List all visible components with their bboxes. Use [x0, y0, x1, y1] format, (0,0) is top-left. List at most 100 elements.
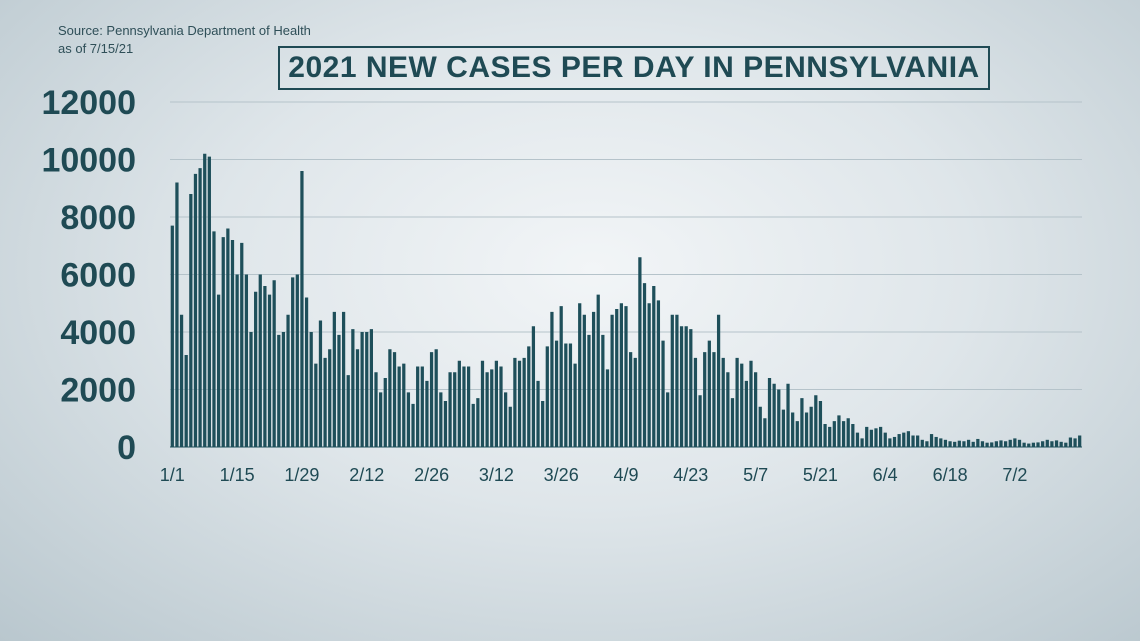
- y-tick-label: 12000: [41, 84, 136, 122]
- bar: [860, 438, 864, 448]
- bar: [573, 363, 577, 448]
- bar: [582, 314, 586, 447]
- bar: [675, 314, 679, 447]
- x-tick-label: 2/26: [414, 465, 449, 485]
- bar: [712, 352, 716, 448]
- bar: [258, 274, 262, 447]
- bar: [846, 418, 850, 447]
- bar: [212, 231, 216, 448]
- bar: [976, 438, 980, 447]
- bar: [596, 294, 600, 448]
- bar: [550, 311, 554, 448]
- bar: [170, 225, 174, 447]
- bar: [781, 409, 786, 448]
- x-tick-label: 1/29: [284, 465, 319, 485]
- bar: [980, 441, 985, 447]
- bar: [767, 378, 772, 447]
- bar: [1022, 442, 1026, 447]
- bar: [888, 438, 892, 448]
- bar: [291, 277, 295, 448]
- bar: [341, 311, 346, 448]
- bar: [744, 380, 748, 448]
- bar: [453, 372, 457, 447]
- x-tick-label: 5/7: [743, 465, 768, 485]
- bar: [480, 360, 485, 447]
- bar: [962, 441, 966, 447]
- bar: [318, 320, 323, 447]
- bar: [513, 357, 517, 448]
- bar: [240, 242, 244, 448]
- bar: [615, 309, 619, 447]
- bar: [855, 432, 860, 448]
- bar: [504, 392, 508, 448]
- y-tick-label: 0: [117, 429, 136, 467]
- bars: [170, 153, 1082, 448]
- bar: [179, 314, 184, 447]
- bar: [749, 360, 753, 447]
- bar: [999, 440, 1003, 447]
- bar: [411, 403, 415, 448]
- bar: [800, 398, 804, 448]
- bar: [610, 314, 614, 447]
- bar: [684, 326, 688, 447]
- bar: [517, 360, 522, 447]
- bar: [1059, 441, 1063, 447]
- bar: [629, 352, 633, 448]
- bar: [897, 434, 901, 447]
- y-tick-label: 8000: [60, 199, 136, 237]
- bar: [1050, 441, 1054, 447]
- bar: [652, 286, 656, 447]
- bar: [402, 363, 406, 448]
- bar: [1078, 435, 1082, 447]
- bar: [383, 378, 387, 447]
- bar: [693, 357, 698, 448]
- bar: [476, 398, 480, 448]
- x-axis-ticks: 1/1 1/15 1/29 2/12 2/26 3/12 3/26 4/9 4/23 5/7 5/2…: [160, 465, 1028, 485]
- bar: [642, 283, 647, 448]
- bar: [360, 332, 364, 447]
- bar: [703, 352, 707, 448]
- bar: [568, 343, 573, 447]
- bar: [735, 357, 739, 448]
- bar: [670, 314, 674, 447]
- bar: [707, 340, 711, 448]
- bar: [754, 372, 758, 447]
- bar: [925, 441, 929, 447]
- bar: [804, 412, 809, 447]
- x-tick-label: 7/2: [1002, 465, 1027, 485]
- x-tick-label: 6/4: [873, 465, 898, 485]
- bar: [314, 363, 318, 448]
- x-tick-label: 4/9: [613, 465, 638, 485]
- bar: [397, 366, 401, 447]
- bar: [184, 355, 188, 447]
- source-line: Source: Pennsylvania Department of Healt…: [58, 23, 311, 38]
- bar: [605, 369, 610, 448]
- bar: [1064, 442, 1068, 447]
- bar: [638, 257, 642, 447]
- bar: [462, 366, 466, 447]
- bar: [434, 349, 438, 447]
- bar: [175, 182, 179, 447]
- bar: [818, 401, 823, 447]
- bar: [485, 372, 489, 447]
- bar: [536, 380, 540, 448]
- bar: [740, 363, 744, 448]
- bar: [559, 306, 563, 448]
- bar: [272, 280, 276, 447]
- bar: [841, 421, 846, 448]
- x-tick-label: 5/21: [803, 465, 838, 485]
- bar: [916, 435, 920, 447]
- bar: [1073, 438, 1077, 448]
- bar: [355, 349, 360, 447]
- bar: [1036, 442, 1040, 447]
- x-tick-label: 3/12: [479, 465, 514, 485]
- bar: [879, 426, 883, 448]
- bar: [902, 432, 906, 448]
- bar: [874, 428, 878, 447]
- bar: [545, 346, 549, 448]
- bar: [716, 314, 721, 447]
- bar: [730, 398, 735, 448]
- bar: [666, 392, 670, 448]
- bar: [226, 228, 230, 447]
